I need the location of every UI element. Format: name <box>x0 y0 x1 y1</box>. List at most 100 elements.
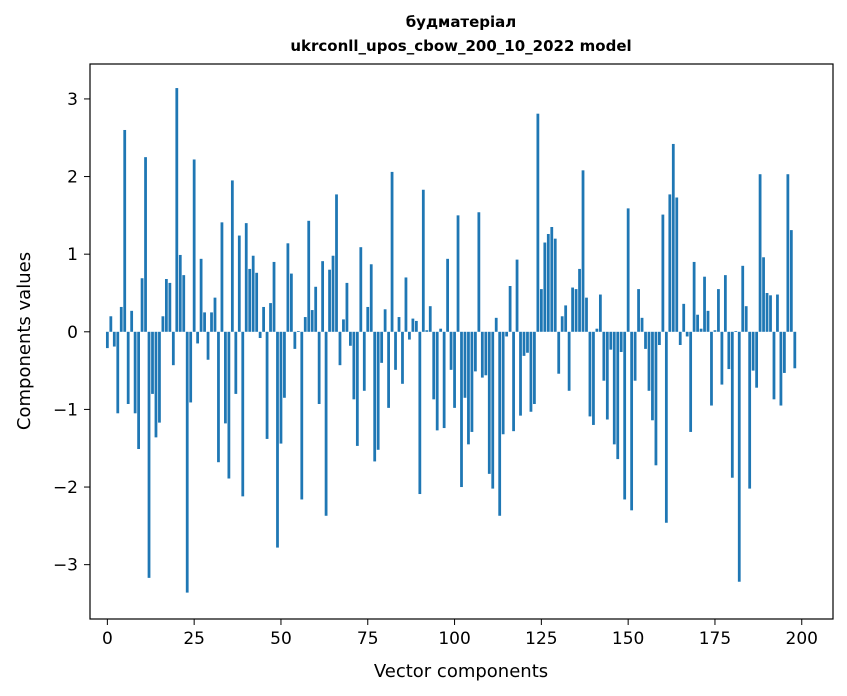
bar-92 <box>425 330 429 332</box>
x-tick-label-75: 75 <box>357 629 379 649</box>
y-tick-label-3: 3 <box>67 90 78 110</box>
bar-71 <box>352 331 356 400</box>
bar-46 <box>265 331 269 439</box>
bar-181 <box>734 331 738 332</box>
bar-90 <box>418 331 422 495</box>
bar-54 <box>293 331 297 349</box>
bar-137 <box>581 170 585 332</box>
bar-157 <box>651 331 654 421</box>
x-tick-label-175: 175 <box>699 629 731 649</box>
y-tick-label-1: 1 <box>67 245 78 265</box>
bar-20 <box>175 88 179 332</box>
bar-6 <box>126 331 130 404</box>
bar-55 <box>296 331 300 332</box>
bar-25 <box>192 159 196 332</box>
bar-19 <box>171 331 175 366</box>
bar-22 <box>182 275 186 332</box>
bar-115 <box>505 331 509 337</box>
bar-93 <box>428 306 432 332</box>
bar-197 <box>789 230 793 332</box>
bar-81 <box>387 331 390 408</box>
bar-196 <box>786 174 790 332</box>
x-tick-label-50: 50 <box>270 629 292 649</box>
x-tick-label-25: 25 <box>183 629 205 649</box>
bar-84 <box>397 317 401 332</box>
bar-21 <box>178 254 182 332</box>
bar-111 <box>491 331 495 489</box>
bar-30 <box>210 312 213 332</box>
bar-148 <box>619 331 623 352</box>
bar-188 <box>758 174 762 332</box>
bar-114 <box>501 331 505 435</box>
bar-174 <box>710 331 713 406</box>
bar-35 <box>227 331 231 479</box>
bar-117 <box>512 331 515 432</box>
x-axis-label: Vector components <box>374 661 548 682</box>
bar-160 <box>661 214 665 332</box>
bar-61 <box>317 331 321 404</box>
bar-88 <box>411 318 415 332</box>
bar-69 <box>345 282 349 332</box>
bar-44 <box>258 331 262 339</box>
bar-118 <box>515 259 519 332</box>
bar-24 <box>189 331 193 403</box>
bar-166 <box>682 303 686 332</box>
y-tick-label-0: 0 <box>67 323 78 343</box>
bar-156 <box>647 331 651 391</box>
bar-86 <box>404 277 408 332</box>
bar-56 <box>300 331 304 500</box>
bar-179 <box>727 331 731 370</box>
bar-87 <box>408 331 411 340</box>
bar-164 <box>675 197 679 332</box>
bar-195 <box>783 331 786 373</box>
bar-12 <box>147 331 151 578</box>
bar-38 <box>237 235 241 332</box>
bar-130 <box>557 331 561 374</box>
y-tick-label--2: −2 <box>53 478 78 498</box>
bar-158 <box>654 331 658 466</box>
bar-17 <box>164 279 168 332</box>
bar-124 <box>536 113 540 332</box>
bar-185 <box>748 331 752 489</box>
bar-15 <box>158 331 161 423</box>
bar-75 <box>366 306 370 332</box>
bar-175 <box>713 330 717 332</box>
bar-18 <box>168 282 172 332</box>
bar-128 <box>550 227 554 332</box>
bar-126 <box>543 242 547 332</box>
bar-198 <box>793 331 797 369</box>
bar-193 <box>776 294 779 332</box>
bar-64 <box>328 269 331 332</box>
bar-145 <box>609 331 613 350</box>
bar-42 <box>251 255 255 332</box>
bar-125 <box>539 289 543 332</box>
bar-180 <box>730 331 734 478</box>
bar-98 <box>446 258 449 332</box>
bar-57 <box>303 317 307 332</box>
bar-120 <box>522 331 526 356</box>
bar-165 <box>678 331 682 345</box>
bar-170 <box>696 314 699 332</box>
bar-133 <box>567 331 571 391</box>
x-tick-label-200: 200 <box>786 629 818 649</box>
bar-48 <box>272 261 276 332</box>
bar-151 <box>630 331 634 511</box>
bar-41 <box>248 268 252 332</box>
bar-97 <box>442 331 446 429</box>
bar-36 <box>230 180 234 332</box>
bar-94 <box>432 331 436 400</box>
bar-159 <box>658 331 661 345</box>
bar-116 <box>508 286 512 332</box>
bar-66 <box>335 194 338 332</box>
bar-187 <box>755 331 759 388</box>
bar-95 <box>435 331 439 431</box>
bar-96 <box>439 328 443 332</box>
bar-16 <box>161 316 165 332</box>
bar-103 <box>463 331 467 398</box>
bar-138 <box>585 297 588 332</box>
bar-40 <box>244 223 248 332</box>
bar-134 <box>571 287 574 332</box>
bar-7 <box>130 310 134 332</box>
bar-58 <box>307 220 311 332</box>
bar-99 <box>449 331 453 370</box>
